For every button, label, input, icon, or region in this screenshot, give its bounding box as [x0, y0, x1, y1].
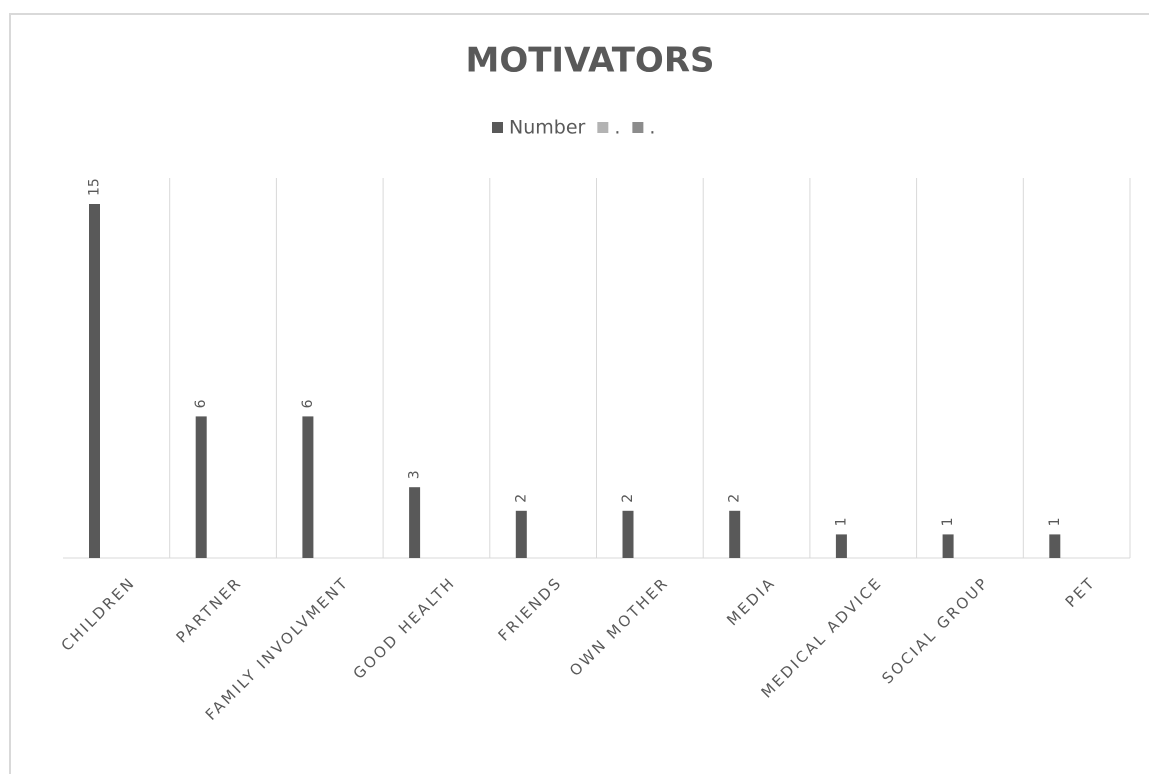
data-label: 1: [1047, 517, 1063, 526]
legend-swatch: [597, 122, 609, 133]
data-label: 2: [513, 494, 529, 503]
legend-swatch: [632, 122, 644, 133]
data-label: 6: [193, 399, 209, 408]
data-label: 15: [87, 178, 103, 196]
bar: [89, 204, 100, 558]
legend-label: .: [614, 117, 620, 139]
bar: [835, 534, 847, 558]
chart-title: MOTIVATORS: [465, 41, 714, 81]
bar: [942, 534, 954, 558]
data-label: 3: [407, 470, 423, 479]
bar: [302, 416, 314, 558]
bar: [1049, 534, 1061, 558]
data-label: 2: [727, 494, 743, 503]
legend-label: .: [649, 117, 655, 139]
legend-swatch: [492, 122, 503, 133]
bar: [515, 510, 527, 558]
data-label: 6: [300, 399, 316, 408]
data-label: 2: [620, 494, 636, 503]
chart-frame: [9, 13, 1149, 774]
data-label: 1: [833, 517, 849, 526]
data-label: 1: [940, 517, 956, 526]
bar: [622, 510, 634, 558]
bar: [729, 510, 741, 558]
bar: [409, 487, 421, 558]
legend-label: Number: [509, 117, 586, 139]
bar: [195, 416, 207, 558]
